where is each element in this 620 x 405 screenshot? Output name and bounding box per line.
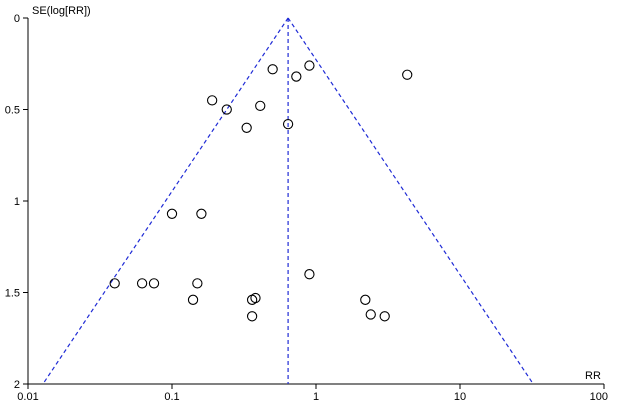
data-point: [402, 69, 413, 80]
x-tick-label: 0.01: [17, 391, 38, 403]
y-axis-title: SE(log[RR]): [32, 5, 91, 17]
x-tick-label: 100: [590, 391, 608, 403]
axes: 0 0.5 1 1.5 20.01 0.1 1 10 100: [5, 13, 608, 403]
data-point: [206, 95, 218, 106]
y-tick-label: 1: [14, 196, 20, 208]
data-point: [136, 278, 148, 289]
data-point: [221, 104, 232, 115]
data-point: [250, 292, 261, 304]
data-point: [109, 278, 120, 289]
data-point: [304, 60, 315, 71]
x-tick-label: 1: [313, 391, 319, 403]
x-axis-title: RR: [585, 370, 601, 382]
data-points: [109, 60, 413, 322]
y-tick-label: 0: [14, 13, 20, 25]
data-point: [246, 311, 258, 322]
data-point: [196, 208, 207, 219]
funnel-right-line: [287, 17, 534, 385]
data-point: [166, 208, 178, 219]
data-point: [148, 278, 160, 289]
data-point: [241, 122, 252, 133]
data-point: [267, 64, 278, 75]
data-point: [282, 118, 294, 130]
y-tick-label: 0.5: [5, 105, 20, 117]
data-point: [304, 269, 315, 280]
y-tick-label: 2: [14, 379, 20, 391]
funnel-lines: [42, 17, 534, 385]
y-tick-label: 1.5: [5, 288, 20, 300]
data-point: [255, 100, 266, 111]
x-tick-label: 10: [454, 391, 466, 403]
data-point: [360, 294, 371, 305]
data-point: [365, 309, 376, 320]
data-point: [379, 311, 390, 322]
data-point: [192, 278, 203, 289]
data-point: [291, 71, 302, 82]
data-point: [187, 294, 199, 305]
funnel-left-line: [42, 17, 289, 385]
x-tick-label: 0.1: [164, 391, 179, 403]
